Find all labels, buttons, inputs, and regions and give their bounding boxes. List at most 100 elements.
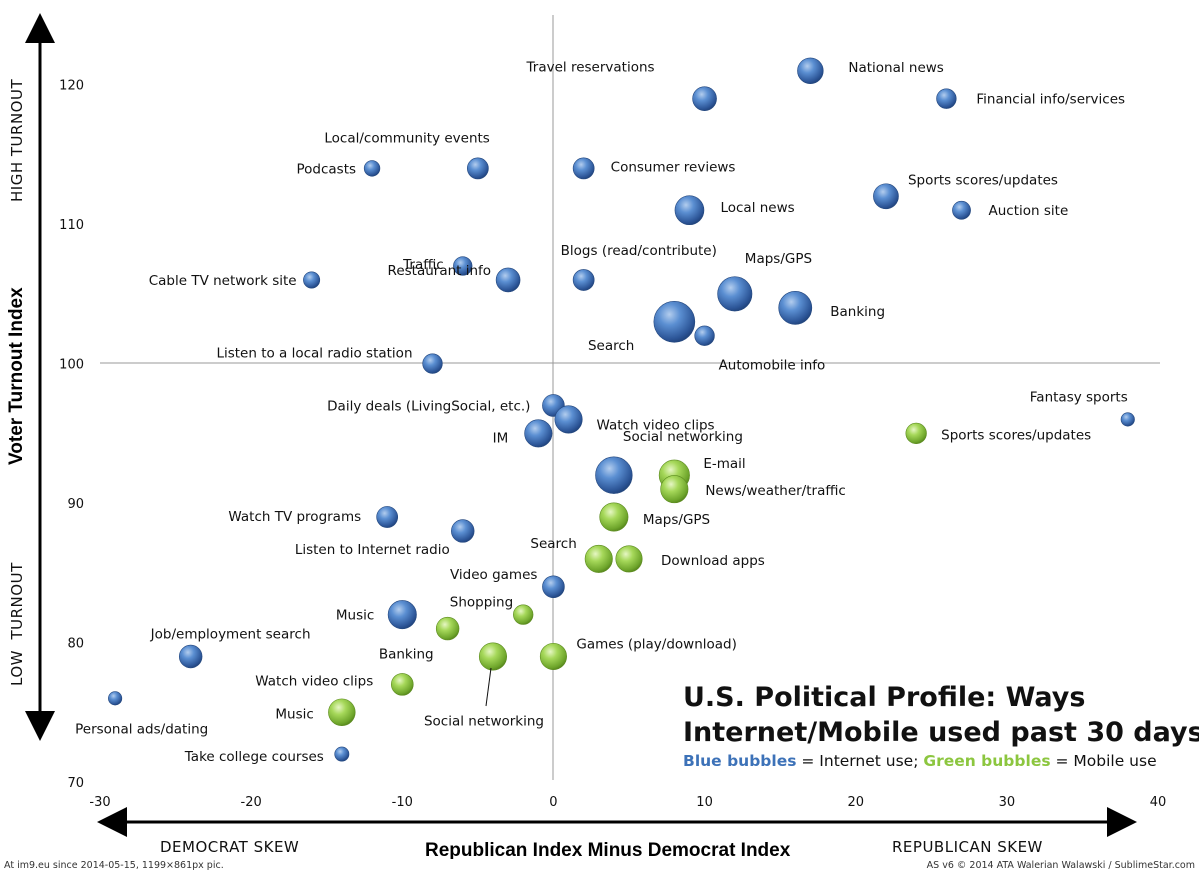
x-tick-label: 20 xyxy=(847,795,864,810)
internet-label-social-networking: Social networking xyxy=(623,429,743,445)
internet-bubble-local-news xyxy=(674,195,705,226)
internet-label-im: IM xyxy=(493,430,509,446)
internet-bubble-blogs-read-contribute xyxy=(572,269,595,291)
x-tick-label: 0 xyxy=(549,795,557,810)
chart-title-line-1: U.S. Political Profile: Ways xyxy=(683,682,1086,713)
x-tick-label: -20 xyxy=(241,795,262,810)
x-tick-label: -30 xyxy=(89,795,110,810)
internet-bubble-podcasts xyxy=(363,160,381,177)
internet-label-podcasts: Podcasts xyxy=(297,161,357,177)
internet-bubble-music xyxy=(387,600,417,630)
mobile-bubble-shopping xyxy=(513,604,534,625)
internet-bubble-financial-info-services xyxy=(936,88,957,109)
x-right-annotation: REPUBLICAN SKEW xyxy=(892,838,1043,856)
mobile-bubble-banking xyxy=(435,616,460,641)
chart-title-line-2: Internet/Mobile used past 30 days xyxy=(683,717,1199,748)
internet-bubble-job-employment-search xyxy=(178,644,203,669)
internet-label-watch-tv-programs: Watch TV programs xyxy=(228,509,361,525)
x-tick-label: 40 xyxy=(1150,795,1167,810)
mobile-bubble-watch-video-clips xyxy=(391,673,414,696)
internet-bubble-search xyxy=(653,300,696,343)
mobile-bubble-social-networking xyxy=(478,642,507,671)
internet-label-automobile-info: Automobile info xyxy=(719,358,826,374)
bubble-labels-layer: National news Travel reservations Financia… xyxy=(75,60,1128,765)
internet-label-maps-gps: Maps/GPS xyxy=(745,251,812,267)
green-legend-text: = Mobile use xyxy=(1050,752,1157,770)
y-tick-label: 90 xyxy=(67,497,84,512)
chart-subtitle: Blue bubbles = Internet use; Green bubbl… xyxy=(683,752,1183,770)
x-axis-title: Republican Index Minus Democrat Index xyxy=(425,840,791,861)
mobile-label-games-play-download: Games (play/download) xyxy=(576,636,736,652)
internet-label-video-games: Video games xyxy=(450,567,537,583)
internet-label-travel-reservations: Travel reservations xyxy=(526,60,655,76)
internet-label-music: Music xyxy=(336,608,374,624)
internet-bubble-banking xyxy=(778,290,813,325)
internet-label-consumer-reviews: Consumer reviews xyxy=(611,159,736,175)
y-tick-label: 120 xyxy=(59,79,84,94)
internet-bubble-travel-reservations xyxy=(692,86,717,111)
internet-label-local-news: Local news xyxy=(720,200,794,216)
internet-label-local-community-events: Local/community events xyxy=(324,130,489,146)
y-low-annotation: LOW TURNOUT xyxy=(8,562,26,686)
mobile-bubble-music xyxy=(328,698,356,726)
internet-bubble-fantasy-sports xyxy=(1120,412,1135,427)
mobile-label-search: Search xyxy=(530,536,576,552)
internet-bubble-personal-ads-dating xyxy=(108,691,123,706)
leader-line xyxy=(485,667,492,707)
x-tick-label: 30 xyxy=(999,795,1016,810)
internet-bubble-consumer-reviews xyxy=(572,157,595,180)
x-tick-label: 10 xyxy=(696,795,713,810)
internet-bubble-local-community-events xyxy=(467,157,489,180)
mobile-label-sports-scores-updates: Sports scores/updates xyxy=(941,427,1091,443)
internet-bubble-watch-tv-programs xyxy=(376,506,399,528)
chart-title-block: U.S. Political Profile: Ways Internet/Mo… xyxy=(683,680,1199,770)
y-high-annotation: HIGH TURNOUT xyxy=(8,79,26,202)
mobile-label-shopping: Shopping xyxy=(450,595,513,611)
mobile-label-download-apps: Download apps xyxy=(661,553,765,569)
internet-label-listen-to-a-local-radio-station: Listen to a local radio station xyxy=(216,346,412,362)
internet-bubble-listen-to-a-local-radio-station xyxy=(422,353,443,374)
internet-bubble-sports-scores-updates xyxy=(873,183,899,210)
mobile-label-e-mail: E-mail xyxy=(703,456,745,472)
mobile-bubble-games-play-download xyxy=(539,642,567,671)
mobile-label-maps-gps: Maps/GPS xyxy=(643,512,710,528)
internet-bubble-take-college-courses xyxy=(334,746,350,762)
internet-label-sports-scores-updates: Sports scores/updates xyxy=(908,172,1058,188)
internet-bubble-listen-to-internet-radio xyxy=(451,519,475,543)
mobile-label-social-networking: Social networking xyxy=(424,713,544,729)
internet-bubble-cable-tv-network-site xyxy=(303,271,321,289)
internet-label-financial-info-services: Financial info/services xyxy=(976,92,1125,108)
y-tick-label: 70 xyxy=(67,776,84,791)
internet-bubble-automobile-info xyxy=(694,325,715,346)
internet-label-fantasy-sports: Fantasy sports xyxy=(1030,389,1128,405)
internet-bubble-im xyxy=(524,419,553,448)
internet-bubble-national-news xyxy=(797,57,824,84)
internet-bubble-maps-gps xyxy=(717,276,753,312)
internet-bubble-social-networking xyxy=(595,456,633,494)
blue-legend-term: Blue bubbles xyxy=(683,752,797,770)
mobile-label-banking: Banking xyxy=(379,647,434,663)
bubbles-layer xyxy=(108,57,1135,762)
internet-bubble-watch-video-clips xyxy=(554,405,583,434)
mobile-bubble-maps-gps xyxy=(599,502,629,532)
y-tick-label: 100 xyxy=(59,358,84,373)
footer-right-text: AS v6 © 2014 ATA Walerian Walawski / Sub… xyxy=(926,860,1195,871)
mobile-label-music: Music xyxy=(275,706,313,722)
mobile-bubble-sports-scores-updates xyxy=(905,422,927,444)
internet-label-restaurant-info: Restaurant info xyxy=(388,263,492,279)
internet-bubble-traffic xyxy=(453,256,473,276)
green-legend-term: Green bubbles xyxy=(923,752,1051,770)
mobile-label-news-weather-traffic: News/weather/traffic xyxy=(705,483,846,499)
internet-label-watch-video-clips: Watch video clips xyxy=(597,417,715,433)
internet-label-take-college-courses: Take college courses xyxy=(184,749,324,765)
blue-legend-text: = Internet use; xyxy=(796,752,924,770)
internet-label-search: Search xyxy=(588,338,634,354)
y-tick-label: 110 xyxy=(59,218,84,233)
mobile-bubble-search xyxy=(584,544,613,573)
internet-label-listen-to-internet-radio: Listen to Internet radio xyxy=(295,542,450,558)
internet-bubble-restaurant-info xyxy=(495,267,521,293)
x-tick-labels: -30 -20 -10 0 10 20 30 40 xyxy=(89,795,1166,810)
internet-label-cable-tv-network-site: Cable TV network site xyxy=(149,273,297,289)
footer-bar: At im9.eu since 2014-05-15, 1199×861px p… xyxy=(0,859,1199,873)
